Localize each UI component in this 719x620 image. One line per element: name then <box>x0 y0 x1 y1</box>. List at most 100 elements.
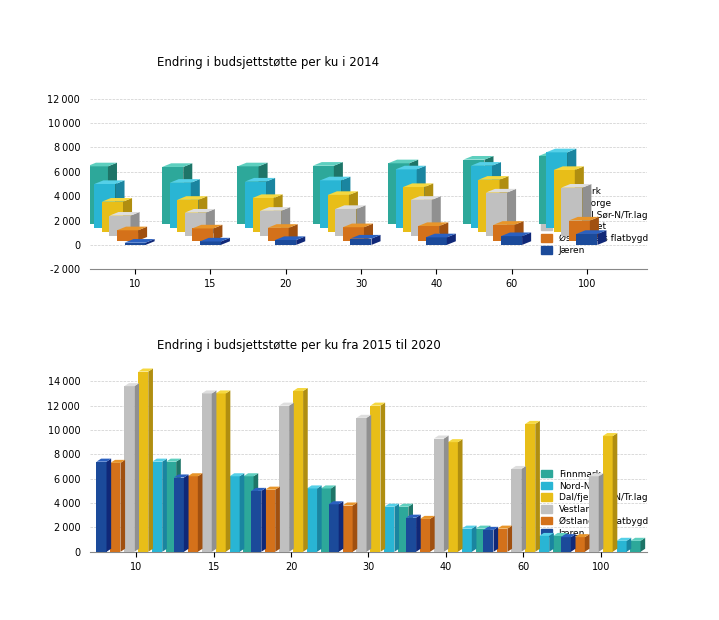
Polygon shape <box>162 167 183 224</box>
Polygon shape <box>411 200 431 236</box>
Polygon shape <box>117 230 138 241</box>
Polygon shape <box>507 189 516 236</box>
Polygon shape <box>124 239 155 242</box>
Polygon shape <box>554 166 584 170</box>
Polygon shape <box>170 179 200 183</box>
Polygon shape <box>329 504 339 552</box>
Polygon shape <box>109 212 139 216</box>
Polygon shape <box>352 502 357 552</box>
Polygon shape <box>388 163 409 224</box>
Polygon shape <box>102 198 132 202</box>
Polygon shape <box>501 236 522 245</box>
Text: Endring i budsjettstøtte per ku i 2014: Endring i budsjettstøtte per ku i 2014 <box>157 56 379 69</box>
Polygon shape <box>463 159 485 224</box>
Polygon shape <box>476 526 490 529</box>
Polygon shape <box>641 538 645 552</box>
Polygon shape <box>511 469 521 552</box>
Polygon shape <box>183 163 192 224</box>
Polygon shape <box>569 221 590 241</box>
Polygon shape <box>582 184 591 236</box>
Polygon shape <box>251 488 266 491</box>
Polygon shape <box>198 196 207 232</box>
Polygon shape <box>245 178 275 182</box>
Polygon shape <box>329 501 344 504</box>
Polygon shape <box>96 459 111 462</box>
Polygon shape <box>200 238 230 241</box>
Polygon shape <box>420 519 430 552</box>
Polygon shape <box>562 188 582 236</box>
Polygon shape <box>202 391 216 394</box>
Polygon shape <box>483 530 493 552</box>
Polygon shape <box>416 515 421 552</box>
Polygon shape <box>244 476 254 552</box>
Polygon shape <box>275 487 280 552</box>
Polygon shape <box>395 169 417 228</box>
Polygon shape <box>585 534 590 552</box>
Polygon shape <box>350 235 380 239</box>
Polygon shape <box>563 533 568 552</box>
Polygon shape <box>265 487 280 490</box>
Polygon shape <box>350 239 372 245</box>
Polygon shape <box>274 194 283 232</box>
Polygon shape <box>275 236 306 240</box>
Polygon shape <box>281 207 290 236</box>
Polygon shape <box>463 156 493 159</box>
Polygon shape <box>418 223 449 226</box>
Polygon shape <box>134 383 139 552</box>
Polygon shape <box>511 466 526 469</box>
Polygon shape <box>430 516 435 552</box>
Polygon shape <box>106 459 111 552</box>
Polygon shape <box>616 538 631 541</box>
Polygon shape <box>395 503 399 552</box>
Polygon shape <box>328 195 349 232</box>
Polygon shape <box>367 415 371 552</box>
Polygon shape <box>206 209 215 236</box>
Polygon shape <box>334 162 343 224</box>
Polygon shape <box>492 162 501 228</box>
Polygon shape <box>431 196 441 236</box>
Polygon shape <box>162 459 167 552</box>
Polygon shape <box>138 227 147 241</box>
Polygon shape <box>574 537 585 552</box>
Polygon shape <box>370 402 385 405</box>
Polygon shape <box>403 184 434 187</box>
Polygon shape <box>152 459 167 462</box>
Polygon shape <box>279 405 289 552</box>
Polygon shape <box>486 526 490 552</box>
Polygon shape <box>631 541 641 552</box>
Polygon shape <box>406 515 421 518</box>
Polygon shape <box>111 460 125 463</box>
Polygon shape <box>589 473 603 476</box>
Polygon shape <box>260 211 281 236</box>
Polygon shape <box>549 533 554 552</box>
Polygon shape <box>138 368 153 371</box>
Polygon shape <box>426 234 456 237</box>
Polygon shape <box>124 386 134 552</box>
Polygon shape <box>313 162 343 166</box>
Polygon shape <box>166 459 180 462</box>
Legend: Finnmark, Nord-Norge, Dal/fjell Sør-N/Tr.lag, Vestlandet, Østlandets flatbygd, J: Finnmark, Nord-Norge, Dal/fjell Sør-N/Tr… <box>541 470 648 538</box>
Polygon shape <box>293 388 308 391</box>
Polygon shape <box>108 162 117 224</box>
Polygon shape <box>343 228 364 241</box>
Polygon shape <box>590 217 599 241</box>
Polygon shape <box>553 533 568 536</box>
Polygon shape <box>597 230 606 245</box>
Polygon shape <box>328 192 358 195</box>
Polygon shape <box>478 176 508 180</box>
Polygon shape <box>603 436 613 552</box>
Polygon shape <box>395 166 426 169</box>
Polygon shape <box>221 238 230 245</box>
Polygon shape <box>476 529 486 552</box>
Polygon shape <box>546 153 567 228</box>
Polygon shape <box>409 159 418 224</box>
Polygon shape <box>349 192 358 232</box>
Polygon shape <box>321 489 331 552</box>
Polygon shape <box>96 462 106 552</box>
Polygon shape <box>185 213 206 236</box>
Polygon shape <box>87 162 117 166</box>
Polygon shape <box>123 198 132 232</box>
Polygon shape <box>245 182 266 228</box>
Polygon shape <box>317 485 321 552</box>
Polygon shape <box>111 463 121 552</box>
